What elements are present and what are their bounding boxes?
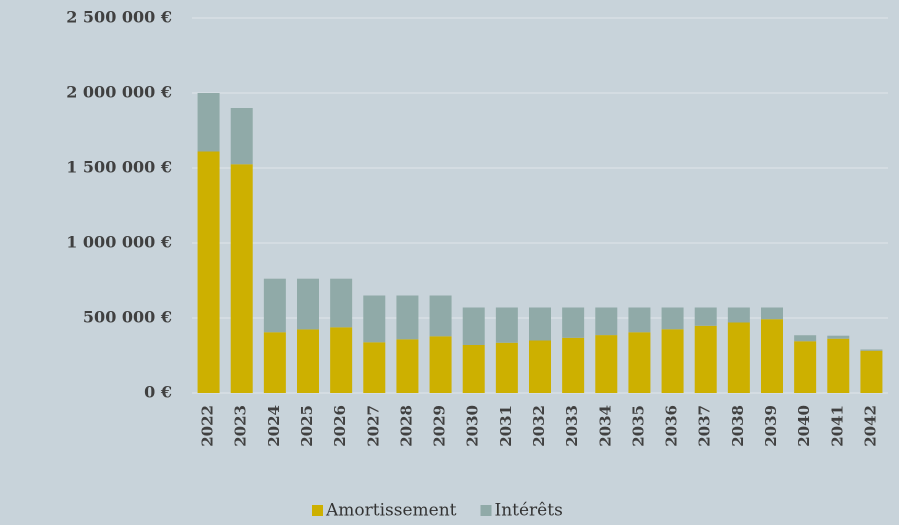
bar-segment xyxy=(330,327,353,393)
y-tick-label: 1 000 000 € xyxy=(66,233,172,252)
bar-segment xyxy=(529,307,551,341)
bar-segment xyxy=(628,307,651,333)
bar-segment xyxy=(562,337,585,393)
bar-segment xyxy=(197,93,220,152)
x-tick-label: 2032 xyxy=(530,405,548,447)
bar-segment xyxy=(794,341,817,393)
x-tick-label: 2027 xyxy=(364,405,382,447)
bar-segment xyxy=(495,307,518,343)
x-tick-label: 2028 xyxy=(397,405,415,447)
x-tick-label: 2033 xyxy=(563,405,581,447)
x-tick-label: 2031 xyxy=(497,405,515,447)
x-tick-label: 2042 xyxy=(861,405,879,447)
bar-segment xyxy=(827,338,850,393)
legend-swatch xyxy=(480,505,492,516)
y-tick-label: 500 000 € xyxy=(83,308,172,327)
y-tick-label: 2 000 000 € xyxy=(66,83,172,102)
x-tick-label: 2038 xyxy=(729,405,747,447)
bar-segment xyxy=(363,295,386,343)
bar-segment xyxy=(462,345,485,393)
bar-segment xyxy=(694,325,717,393)
bar-segment xyxy=(230,108,253,165)
bar-segment xyxy=(628,332,651,393)
x-tick-label: 2029 xyxy=(431,405,449,447)
y-tick-label: 1 500 000 € xyxy=(66,158,172,177)
x-tick-label: 2030 xyxy=(464,405,482,447)
bar-segment xyxy=(495,342,518,393)
y-tick-label: 0 € xyxy=(144,383,172,402)
bar-segment xyxy=(462,307,485,345)
y-tick-label: 2 500 000 € xyxy=(66,8,172,27)
bar-segment xyxy=(429,336,452,393)
x-tick-label: 2022 xyxy=(199,405,217,447)
bar-segment xyxy=(297,278,319,330)
bar-segment xyxy=(363,342,386,393)
bar-segment xyxy=(727,307,750,323)
x-tick-label: 2041 xyxy=(828,405,846,447)
x-tick-label: 2035 xyxy=(629,405,647,447)
bar-segment xyxy=(827,335,850,339)
x-tick-label: 2037 xyxy=(696,405,714,447)
x-tick-label: 2034 xyxy=(596,405,614,447)
bar-segment xyxy=(595,307,618,336)
bar-segment xyxy=(727,322,750,393)
bar-segment xyxy=(794,335,817,342)
bar-segment xyxy=(595,335,618,393)
bar-segment xyxy=(297,329,319,393)
bar-segment xyxy=(396,339,419,393)
bar-segment xyxy=(761,307,783,320)
x-tick-label: 2040 xyxy=(795,405,813,447)
bar-segment xyxy=(761,319,783,393)
bar-segment xyxy=(860,350,883,393)
bar-segment xyxy=(860,349,883,351)
bar-segment xyxy=(529,340,551,393)
bar-segment xyxy=(230,164,253,393)
bar-segment xyxy=(330,278,353,328)
bar-segment xyxy=(263,278,286,333)
legend-label: Intérêts xyxy=(495,501,563,521)
x-tick-label: 2023 xyxy=(232,405,250,447)
bar-segment xyxy=(396,295,419,340)
x-tick-label: 2024 xyxy=(265,405,283,447)
bar-segment xyxy=(197,151,220,393)
x-tick-label: 2026 xyxy=(331,405,349,447)
legend-label: Amortissement xyxy=(325,501,457,521)
x-tick-label: 2025 xyxy=(298,405,316,447)
x-tick-label: 2039 xyxy=(762,405,780,447)
x-tick-label: 2036 xyxy=(663,405,681,447)
bar-segment xyxy=(661,329,684,393)
bar-segment xyxy=(429,295,452,337)
bar-segment xyxy=(694,307,717,326)
bar-segment xyxy=(661,307,684,330)
bar-segment xyxy=(263,332,286,393)
legend-swatch xyxy=(312,505,323,516)
bar-segment xyxy=(562,307,585,338)
